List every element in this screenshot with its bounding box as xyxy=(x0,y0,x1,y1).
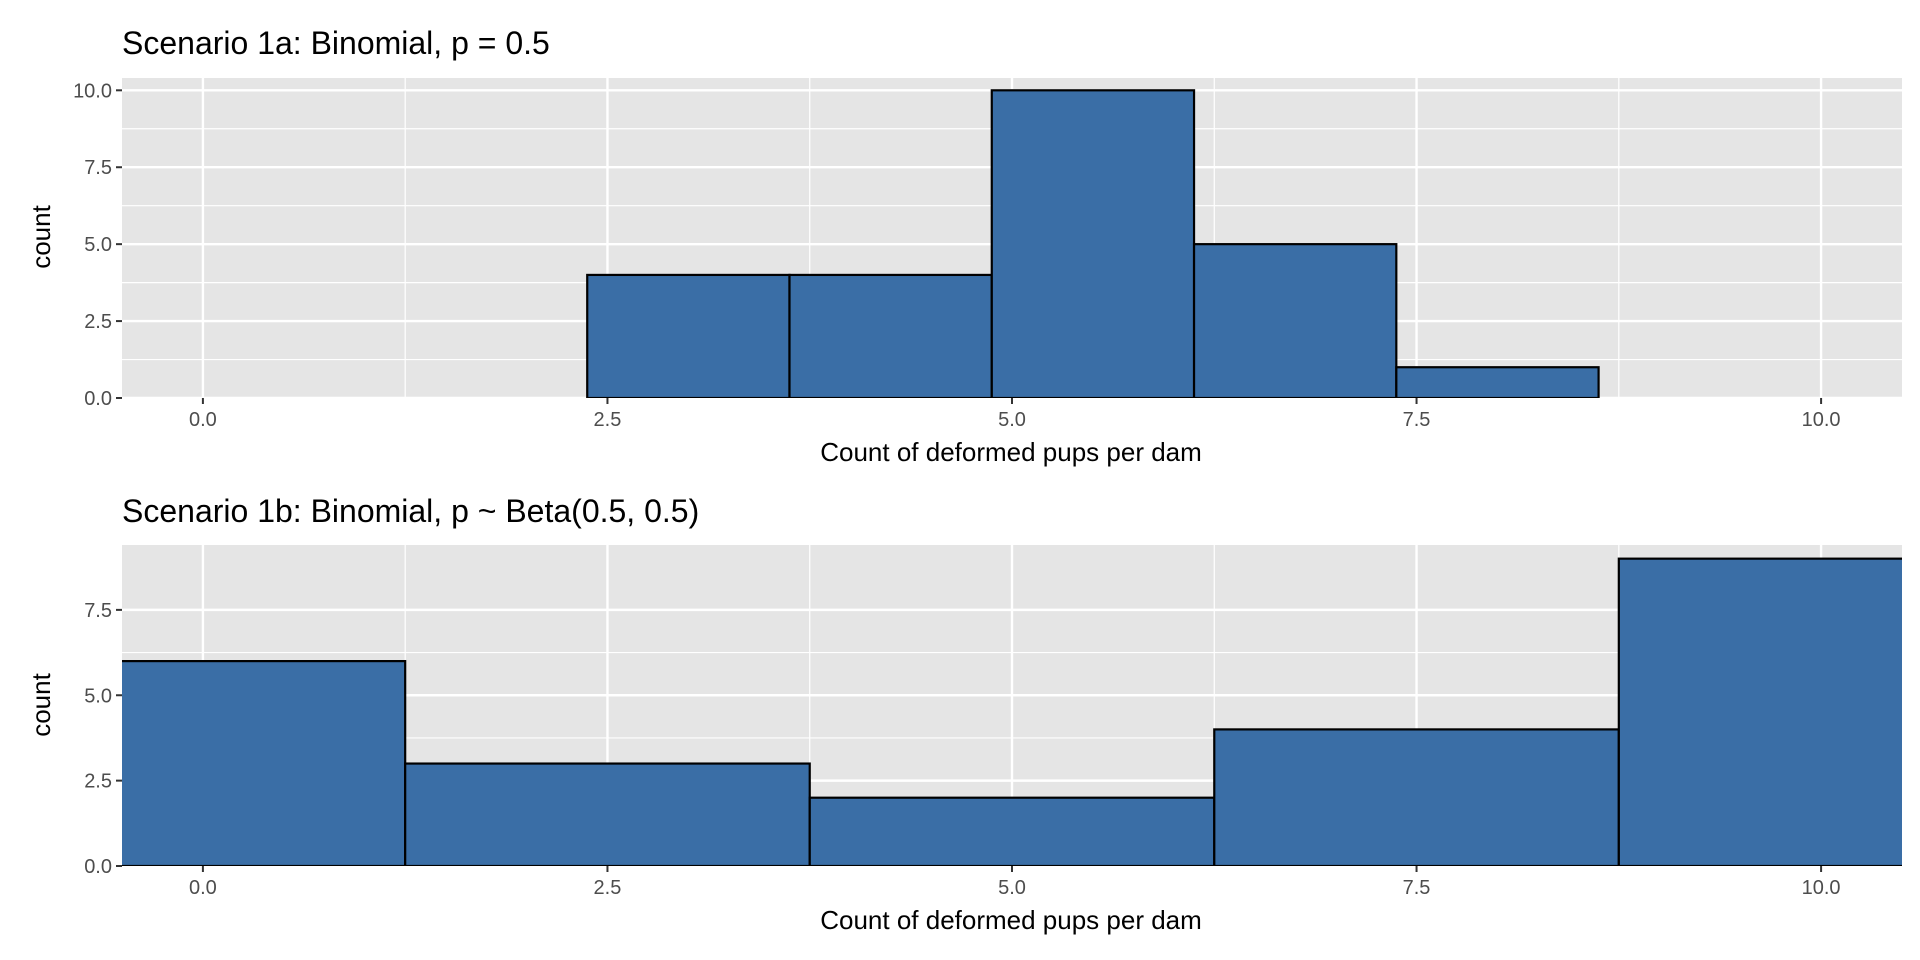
histogram-bars xyxy=(586,89,1600,398)
y-tick-label: 7.5 xyxy=(84,157,112,179)
panel-1a-y-axis-title: count xyxy=(26,204,56,268)
histogram-bar-1 xyxy=(122,660,407,866)
histogram-bar-3 xyxy=(990,89,1196,398)
histogram-bar-2 xyxy=(404,762,811,866)
x-tick-label: 5.0 xyxy=(998,877,1026,899)
histogram-bar-4 xyxy=(1192,243,1398,398)
panel-1a-plot-area: 0.0 2.5 5.0 7.5 10.0 0.0 2.5 5.0 7.5 10.0 xyxy=(73,78,1902,431)
y-tick-label: 10.0 xyxy=(73,80,112,102)
y-tick-label: 0.0 xyxy=(84,388,112,410)
panel-scenario-1a: Scenario 1a: Binomial, p = 0.5 count Cou… xyxy=(26,25,1902,467)
panel-1b-plot-area: 0.0 2.5 5.0 7.5 10.0 0.0 2.5 5.0 7.5 xyxy=(84,545,1902,899)
y-tick-label: 0.0 xyxy=(84,856,112,878)
histogram-bar-2 xyxy=(788,273,993,398)
histogram-bar-5 xyxy=(1617,557,1902,866)
panel-1b-x-axis-title: Count of deformed pups per dam xyxy=(820,905,1202,935)
histogram-bars xyxy=(122,557,1902,866)
panel-1a-title: Scenario 1a: Binomial, p = 0.5 xyxy=(122,25,550,61)
x-tick-label: 10.0 xyxy=(1802,877,1841,899)
x-tick-label: 5.0 xyxy=(998,409,1026,431)
panel-scenario-1b: Scenario 1b: Binomial, p ~ Beta(0.5, 0.5… xyxy=(26,493,1902,935)
x-tick-label: 2.5 xyxy=(594,877,622,899)
x-tick-label: 2.5 xyxy=(594,409,622,431)
x-tick-label: 0.0 xyxy=(189,409,217,431)
histogram-bar-1 xyxy=(586,273,791,398)
histogram-bar-5 xyxy=(1395,366,1600,398)
x-tick-label: 7.5 xyxy=(1403,877,1431,899)
y-tick-label: 7.5 xyxy=(84,600,112,622)
histogram-bar-3 xyxy=(808,796,1216,866)
x-tick-label: 0.0 xyxy=(189,877,217,899)
histogram-bar-4 xyxy=(1213,728,1620,866)
x-tick-label: 10.0 xyxy=(1802,409,1841,431)
y-tick-label: 2.5 xyxy=(84,311,112,333)
panel-1a-x-axis-title: Count of deformed pups per dam xyxy=(820,437,1202,467)
panel-1b-title: Scenario 1b: Binomial, p ~ Beta(0.5, 0.5… xyxy=(122,493,699,529)
y-tick-label: 5.0 xyxy=(84,234,112,256)
panel-1b-y-axis-title: count xyxy=(26,672,56,736)
x-tick-label: 7.5 xyxy=(1403,409,1431,431)
y-tick-label: 5.0 xyxy=(84,685,112,707)
y-tick-label: 2.5 xyxy=(84,771,112,793)
